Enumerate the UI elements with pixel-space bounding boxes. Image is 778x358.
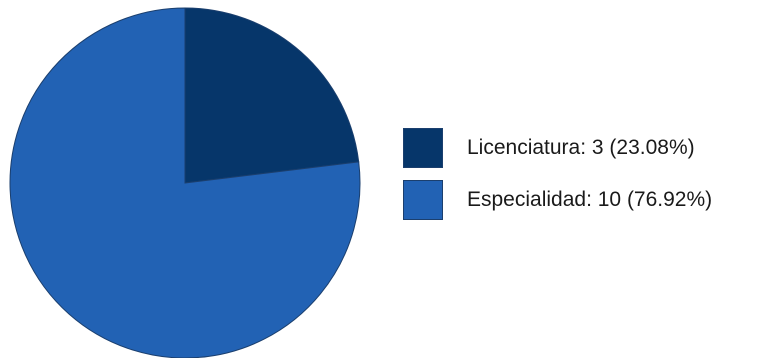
legend-label-especialidad: Especialidad: 10 (76.92%) <box>467 188 713 211</box>
pie-slice-especialidad <box>9 7 361 358</box>
legend-swatch-especialidad <box>403 180 443 220</box>
legend-swatch-licenciatura <box>403 128 443 168</box>
legend-label-licenciatura: Licenciatura: 3 (23.08%) <box>467 136 695 159</box>
legend-item-especialidad: Especialidad: 10 (76.92%) <box>403 180 712 220</box>
legend: Licenciatura: 3 (23.08%) Especialidad: 1… <box>403 128 712 232</box>
pie-slice-licenciatura <box>184 7 360 184</box>
pie-plot <box>9 7 361 358</box>
legend-item-licenciatura: Licenciatura: 3 (23.08%) <box>403 128 712 168</box>
